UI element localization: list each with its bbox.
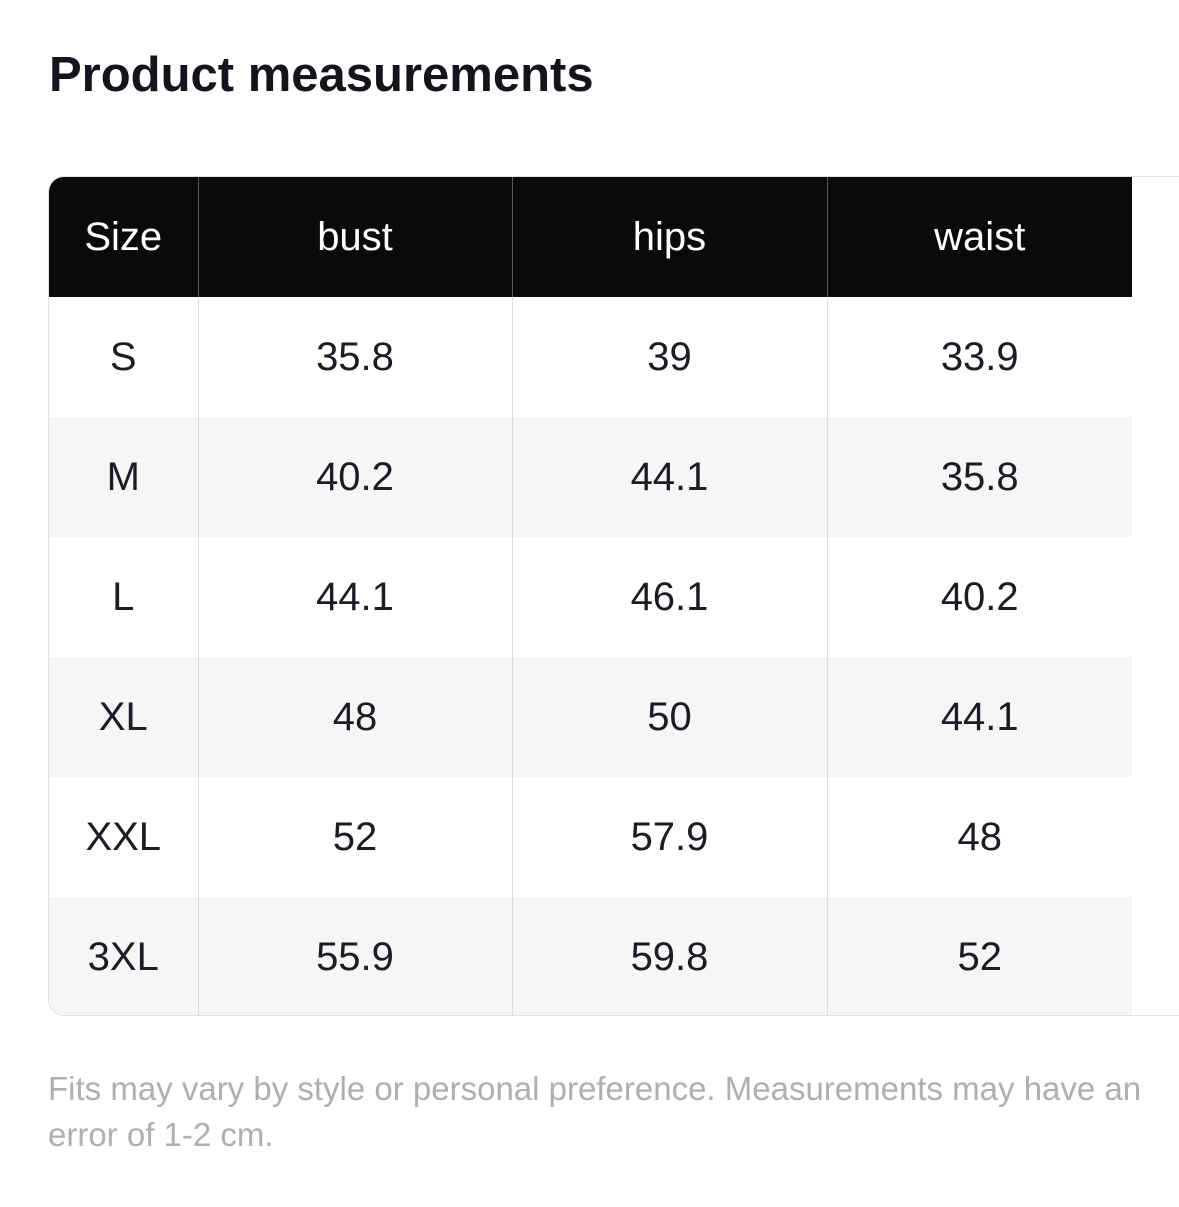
waist-cell: 48	[827, 777, 1132, 897]
hips-cell: 57.9	[512, 777, 828, 897]
table-row: L 44.1 46.1 40.2	[49, 537, 1132, 657]
hips-cell: 46.1	[512, 537, 828, 657]
bust-cell: 44.1	[198, 537, 513, 657]
size-cell: L	[49, 537, 199, 657]
column-header-size: Size	[49, 177, 199, 297]
hips-cell: 39	[512, 297, 828, 417]
waist-cell: 35.8	[827, 417, 1132, 537]
column-header-bust: bust	[198, 177, 513, 297]
bust-cell: 55.9	[198, 897, 513, 1015]
table-row: XL 48 50 44.1	[49, 657, 1132, 777]
table-row: S 35.8 39 33.9	[49, 297, 1132, 417]
waist-cell: 52	[827, 897, 1132, 1015]
column-header-hips: hips	[512, 177, 828, 297]
hips-cell: 59.8	[512, 897, 828, 1015]
page-title: Product measurements	[49, 48, 594, 102]
table-header-row: Size bust hips waist	[49, 177, 1132, 297]
fit-disclaimer: Fits may vary by style or personal prefe…	[48, 1070, 1142, 1153]
size-cell: S	[49, 297, 199, 417]
waist-cell: 33.9	[827, 297, 1132, 417]
size-cell: 3XL	[49, 897, 199, 1015]
measurements-table: Size bust hips waist S 35.8 39 33.9 M 40…	[49, 177, 1132, 1015]
bust-cell: 35.8	[198, 297, 513, 417]
waist-cell: 40.2	[827, 537, 1132, 657]
measurements-table-container: Size bust hips waist S 35.8 39 33.9 M 40…	[48, 176, 1179, 1016]
table-row: 3XL 55.9 59.8 52	[49, 897, 1132, 1015]
table-row: XXL 52 57.9 48	[49, 777, 1132, 897]
size-cell: XXL	[49, 777, 199, 897]
size-cell: M	[49, 417, 199, 537]
size-cell: XL	[49, 657, 199, 777]
bust-cell: 40.2	[198, 417, 513, 537]
table-row: M 40.2 44.1 35.8	[49, 417, 1132, 537]
column-header-waist: waist	[827, 177, 1132, 297]
bust-cell: 48	[198, 657, 513, 777]
waist-cell: 44.1	[827, 657, 1132, 777]
hips-cell: 50	[512, 657, 828, 777]
hips-cell: 44.1	[512, 417, 828, 537]
bust-cell: 52	[198, 777, 513, 897]
